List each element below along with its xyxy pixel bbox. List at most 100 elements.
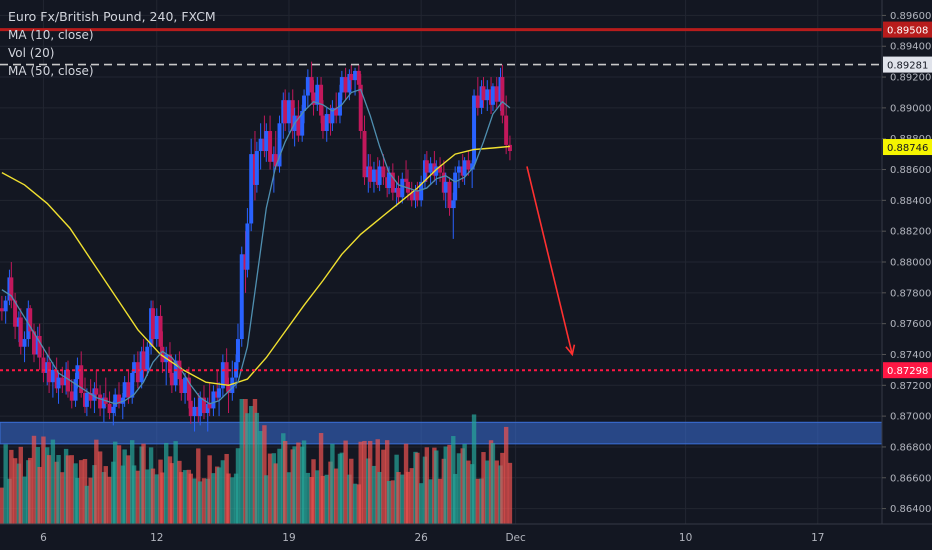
volume-bar [405, 471, 411, 524]
symbol-title: Euro Fx/British Pound, 240, FXCM [8, 9, 216, 24]
volume-bar [50, 439, 56, 524]
candle-body [494, 86, 499, 102]
y-tick-labels: 0.896000.894000.892000.890000.888000.886… [882, 11, 931, 515]
volume-bar [277, 448, 282, 524]
volume-bar [41, 436, 46, 524]
candle-body [302, 95, 307, 111]
price-axis [882, 0, 932, 524]
time-axis [0, 524, 932, 550]
x-tick-label: 17 [811, 532, 824, 544]
candle-body [320, 115, 325, 131]
price-tag-current: 0.88746 [887, 143, 928, 154]
volume-bar [292, 446, 297, 524]
candle-body [56, 377, 61, 389]
candle-body [358, 84, 363, 131]
candle-body [305, 77, 310, 96]
candle-body [135, 362, 140, 383]
volume-bar [56, 455, 61, 524]
candle-body [475, 95, 480, 108]
candle-body [94, 388, 99, 395]
volume-bar [216, 467, 222, 524]
candle-body [47, 362, 52, 383]
volume-bar [418, 483, 424, 524]
candle-body [349, 73, 354, 81]
candle-body [456, 166, 461, 173]
candle-body [485, 89, 490, 101]
candle-body [245, 223, 250, 270]
volume-bar [352, 483, 358, 524]
candle-body [472, 95, 477, 164]
x-tick-label: Dec [505, 532, 526, 544]
volume-bar [207, 455, 212, 524]
candle-body [169, 372, 174, 386]
y-tick-label: 0.86600 [890, 473, 931, 484]
candle-body [415, 191, 420, 201]
volume-bar [500, 452, 505, 524]
volume-bar [315, 470, 320, 524]
volume-bar [503, 426, 509, 524]
volume-bar [296, 442, 301, 524]
volume-bar [447, 444, 452, 524]
price-tag-high-bg [883, 56, 932, 73]
volume-bar [230, 477, 235, 524]
candle-body [339, 77, 344, 93]
y-tick-label: 0.89200 [890, 73, 931, 84]
volume-bar [60, 472, 65, 524]
candle-body [126, 382, 131, 398]
volume-bar [192, 478, 197, 524]
candle-body [158, 315, 163, 347]
volume-bar [264, 475, 269, 524]
volume-bar [65, 455, 71, 524]
volume-bar [154, 474, 159, 524]
x-tick-label: 6 [40, 532, 47, 544]
candle-body [353, 70, 358, 81]
volume-bar [248, 406, 254, 524]
chart-legend: Euro Fx/British Pound, 240, FXCM MA (10,… [8, 8, 216, 80]
candle-body [18, 317, 23, 347]
candle-body [443, 181, 448, 193]
volume-bar [75, 477, 80, 524]
candle-body [173, 360, 178, 386]
candle-body [268, 131, 273, 162]
candle-body [160, 346, 165, 363]
candle-body [277, 123, 282, 167]
candle-body [309, 77, 314, 93]
volume-bar [173, 441, 178, 524]
price-tag-target-bg [883, 362, 932, 379]
y-tick-label: 0.88600 [890, 165, 931, 176]
candle-body [258, 138, 263, 152]
candle-body [22, 339, 27, 347]
candle-body [428, 163, 433, 173]
legend-ma10: MA (10, close) [8, 28, 94, 42]
candle-body [116, 394, 121, 404]
y-tick-label: 0.87400 [890, 350, 931, 361]
volume-bar [339, 452, 345, 524]
candle-body [337, 92, 342, 116]
volume-bar [22, 476, 27, 524]
candle-body [315, 84, 320, 105]
volume-bar [46, 455, 52, 524]
volume-bar [31, 435, 37, 524]
volume-bar [28, 457, 33, 524]
candle-body [188, 400, 193, 417]
volume-bar [305, 472, 311, 524]
candle-body [211, 391, 216, 409]
volume-bar [434, 450, 439, 524]
candle-body [41, 357, 46, 373]
volume-bar [258, 430, 263, 524]
y-tick-label: 0.86800 [890, 442, 931, 453]
volume-bar [409, 468, 414, 524]
volume-bar [485, 460, 490, 524]
x-tick-label: 10 [679, 532, 692, 544]
candle-body [362, 131, 367, 178]
candle-body [0, 308, 4, 312]
volume-bar [494, 460, 499, 524]
candle-body [286, 100, 291, 124]
candle-body [368, 166, 373, 182]
legend-volume: Vol (20) [8, 46, 55, 60]
candle-body [141, 351, 146, 370]
candle-body [390, 172, 395, 193]
candle-body [220, 362, 225, 389]
volume-bar [324, 474, 329, 524]
